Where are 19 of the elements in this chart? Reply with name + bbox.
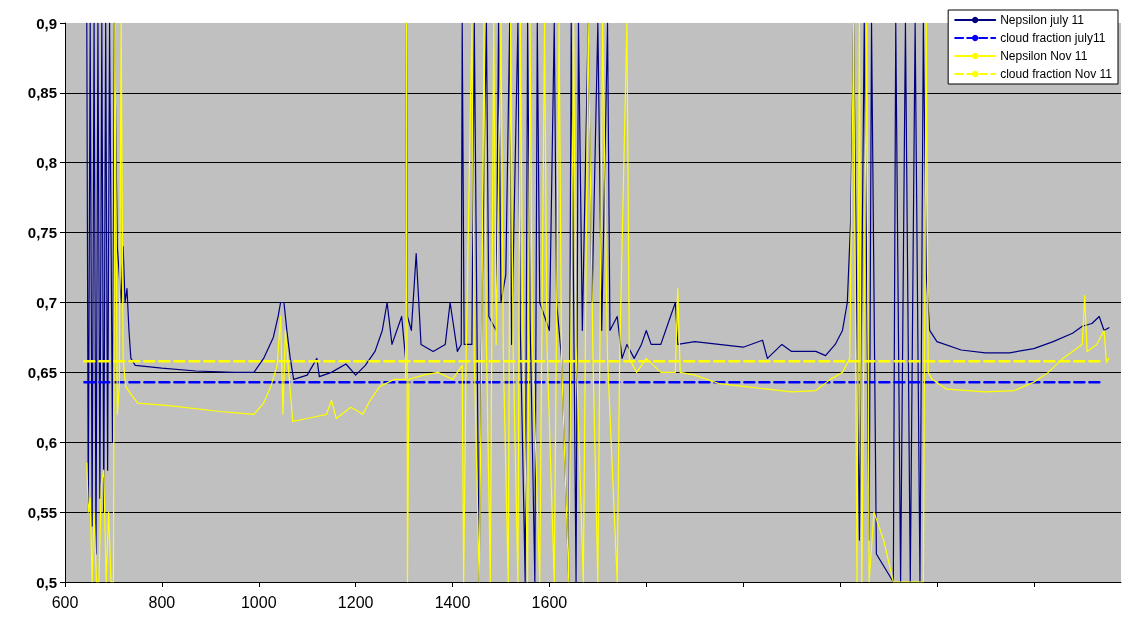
y-tick-label: 0,8 (36, 154, 57, 172)
y-tick-label: 0,5 (36, 573, 57, 591)
y-tick-label: 0,85 (27, 84, 57, 102)
x-tick-label: 1000 (240, 593, 277, 611)
x-tick-label: 1200 (337, 593, 374, 611)
y-tick-label: 0,75 (27, 224, 57, 242)
y-tick-label: 0,55 (27, 503, 57, 521)
y-tick-label: 0,9 (36, 14, 57, 32)
y-tick-label: 0,6 (36, 433, 57, 451)
x-tick-label: 800 (148, 593, 176, 611)
x-tick-label: 600 (51, 593, 79, 611)
legend-label: cloud fraction Nov 11 (1000, 67, 1113, 81)
legend-label: cloud fraction july11 (1000, 31, 1106, 45)
legend-label: Nepsilon july 11 (1000, 13, 1085, 27)
y-tick-label: 0,65 (27, 363, 57, 381)
y-tick-label: 0,7 (36, 294, 57, 311)
x-tick-label: 1600 (531, 593, 568, 611)
legend-label: Nepsilon Nov 11 (1000, 49, 1088, 63)
x-tick-label: 1400 (434, 593, 471, 611)
